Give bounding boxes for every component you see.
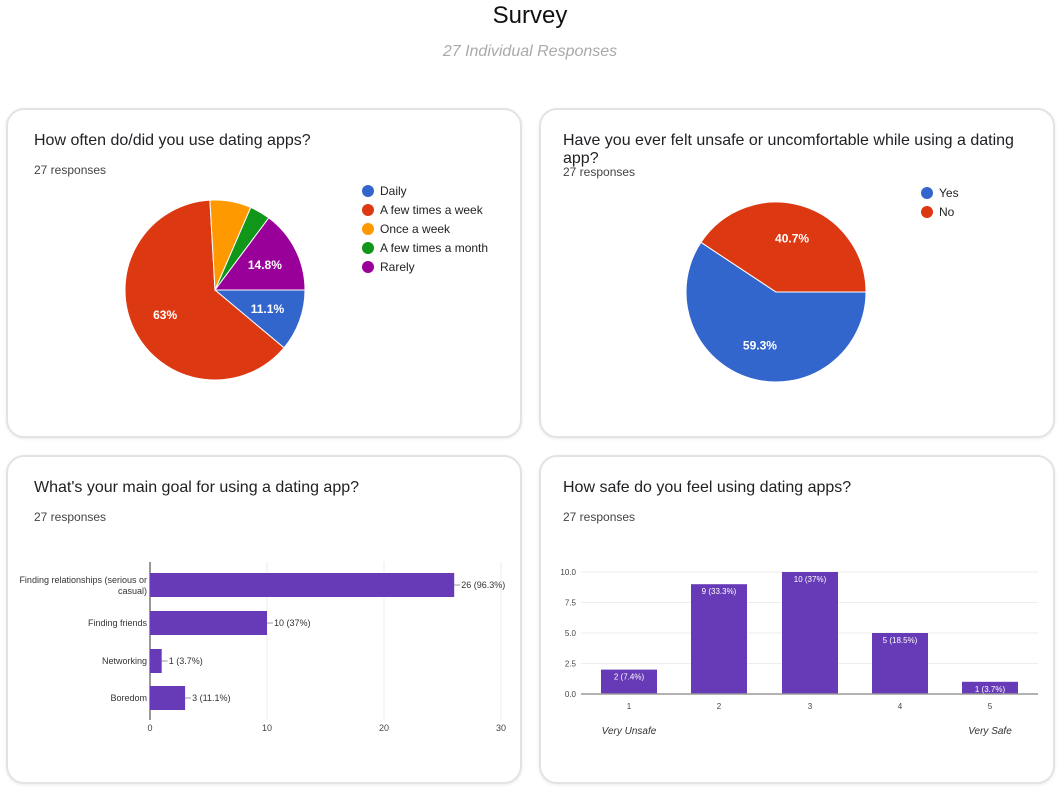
- x-tick-label: 10: [262, 723, 272, 733]
- bar: [150, 686, 186, 710]
- bar-value-label: 9 (33.3%): [702, 587, 737, 596]
- bar: [872, 633, 928, 694]
- legend-swatch-icon: [362, 184, 374, 197]
- pie-slice: [700, 201, 867, 293]
- legend-label: A few times a week: [380, 202, 483, 217]
- category-label: Boredom: [110, 693, 147, 703]
- response-count: 27 responses: [563, 165, 636, 179]
- legend-swatch-icon: [362, 203, 374, 216]
- column-chart: 0.0 2.5 5.0 7.5 10.0 2 (7.4%) 1 9 (33.3%) 2 10 (3…: [560, 568, 1038, 737]
- bar-value-label: 5 (18.5%): [883, 636, 918, 645]
- x-tick-label: 2: [717, 702, 722, 711]
- y-tick-label: 10.0: [560, 568, 576, 577]
- y-tick-label: 2.5: [565, 660, 577, 669]
- x-tick-label: 5: [988, 702, 993, 711]
- legend-item: Daily: [362, 181, 488, 200]
- bar: [962, 681, 1018, 694]
- legend-swatch-icon: [362, 222, 374, 235]
- card-how-safe: How safe do you feel using dating apps? …: [539, 455, 1055, 784]
- legend-swatch-icon: [921, 186, 933, 199]
- y-tick-label: 7.5: [565, 599, 577, 608]
- legend-swatch-icon: [362, 241, 374, 254]
- legend-label: Rarely: [380, 259, 415, 274]
- pie-chart: 11.1% 63% 14.8%: [124, 199, 306, 381]
- pie-chart: 59.3% 40.7%: [685, 201, 867, 383]
- bar-value-label: 2 (7.4%): [614, 673, 645, 682]
- legend-label: No: [939, 204, 955, 219]
- bar-value-label: 10 (37%): [274, 618, 311, 628]
- legend-label: Yes: [939, 185, 959, 200]
- y-tick-label: 5.0: [565, 629, 577, 638]
- bar: [150, 611, 267, 635]
- legend-item: No: [921, 202, 959, 221]
- x-tick-label: 30: [496, 723, 506, 733]
- legend-item: A few times a week: [362, 200, 488, 219]
- legend-swatch-icon: [921, 205, 933, 218]
- card-main-goal: What's your main goal for using a dating…: [6, 455, 522, 784]
- x-tick-label: 1: [627, 702, 632, 711]
- card-felt-unsafe: Have you ever felt unsafe or uncomfortab…: [539, 108, 1055, 438]
- bar: [150, 573, 455, 597]
- pie-slice: [685, 241, 867, 383]
- slice-label: 63%: [153, 308, 177, 322]
- question-title: How often do/did you use dating apps?: [34, 132, 311, 149]
- legend-label: A few times a month: [380, 240, 489, 255]
- question-title: How safe do you feel using dating apps?: [563, 479, 852, 496]
- bar: [601, 669, 657, 694]
- scale-label-low: Very Unsafe: [602, 726, 657, 737]
- slice-label: 59.3%: [743, 338, 777, 352]
- question-title: Have you ever felt unsafe or uncomfortab…: [563, 132, 1014, 167]
- bar-value-label: 10 (37%): [794, 575, 827, 584]
- category-label: casual): [118, 586, 147, 596]
- bar-value-label: 3 (11.1%): [192, 693, 230, 703]
- x-tick-label: 3: [808, 702, 813, 711]
- legend: Daily A few times a week Once a week A few …: [362, 181, 488, 276]
- page-title: Survey: [492, 2, 568, 29]
- legend-item: A few times a month: [362, 238, 488, 257]
- category-label: Finding relationships (serious or: [19, 575, 147, 585]
- legend-label: Daily: [380, 183, 407, 198]
- slice-label: 40.7%: [775, 232, 809, 246]
- bar: [150, 649, 162, 673]
- legend-swatch-icon: [362, 260, 374, 273]
- slice-label: 11.1%: [251, 302, 285, 316]
- x-tick-label: 0: [147, 723, 152, 733]
- bar-value-label: 1 (3.7%): [169, 656, 203, 666]
- page-subtitle: 27 Individual Responses: [442, 43, 618, 60]
- category-label: Networking: [102, 656, 147, 666]
- bar: [782, 572, 838, 694]
- category-label: Finding friends: [88, 618, 148, 628]
- response-count: 27 responses: [563, 510, 636, 524]
- legend-item: Rarely: [362, 257, 488, 276]
- pie-slice: [214, 217, 306, 291]
- bar-value-label: 1 (3.7%): [975, 685, 1006, 694]
- bar-value-label: 26 (96.3%): [461, 580, 505, 590]
- question-title: What's your main goal for using a dating…: [34, 479, 360, 496]
- y-tick-label: 0.0: [565, 690, 577, 699]
- card-usage-frequency: How often do/did you use dating apps? 27…: [6, 108, 522, 438]
- legend-item: Yes: [921, 183, 959, 202]
- slice-label: 14.8%: [248, 258, 282, 272]
- legend-label: Once a week: [380, 221, 451, 236]
- scale-label-high: Very Safe: [968, 726, 1012, 737]
- x-tick-label: 20: [379, 723, 389, 733]
- bar-chart: 0 10 20 30 26 (96.3%) Finding relationships (…: [19, 562, 506, 733]
- bar: [691, 584, 747, 694]
- legend: Yes No: [921, 183, 959, 221]
- pie-slice: [124, 199, 285, 381]
- x-tick-label: 4: [898, 702, 903, 711]
- legend-item: Once a week: [362, 219, 488, 238]
- response-count: 27 responses: [34, 510, 107, 524]
- response-count: 27 responses: [34, 163, 107, 177]
